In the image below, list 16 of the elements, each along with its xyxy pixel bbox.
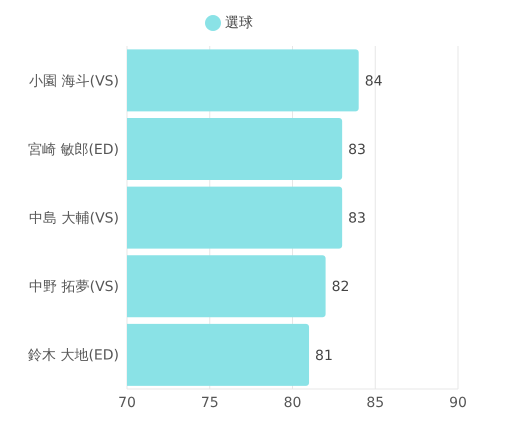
y-tick-label: 中島 大輔(VS) (29, 210, 119, 226)
data-label: 83 (348, 210, 366, 227)
x-tick-label: 85 (366, 394, 384, 411)
data-label: 84 (364, 73, 383, 90)
x-tick-label: 80 (284, 394, 302, 411)
y-tick-label: 鈴木 大地(ED) (28, 348, 119, 364)
data-label: 82 (332, 279, 350, 296)
data-label: 81 (315, 348, 333, 364)
x-tick-label: 90 (449, 394, 467, 411)
y-tick-label: 中野 拓夢(VS) (29, 279, 119, 296)
data-label: 83 (348, 142, 366, 158)
y-tick-label: 小園 海斗(VS) (29, 73, 119, 90)
x-tick-label: 75 (200, 394, 219, 411)
legend-label: 選球 (225, 15, 253, 31)
y-tick-label: 宮崎 敏郎(ED) (28, 142, 119, 158)
x-tick-label: 70 (118, 394, 136, 411)
